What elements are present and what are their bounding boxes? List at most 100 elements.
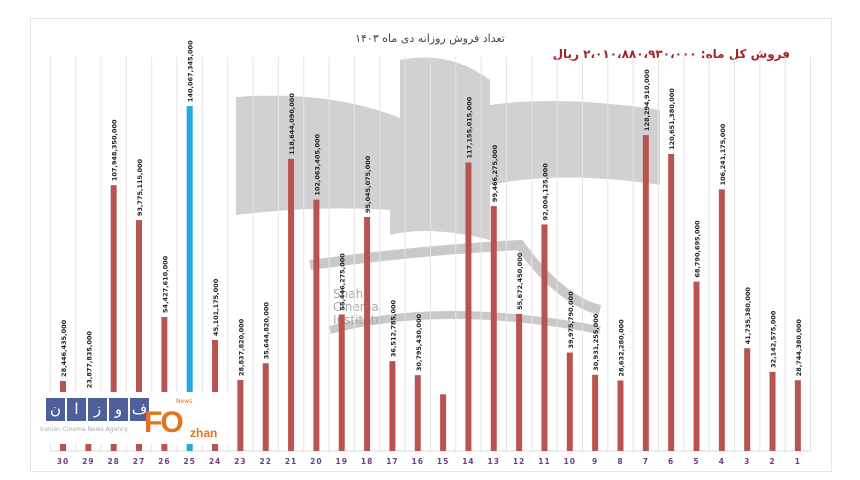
x-tick-label: 8 bbox=[617, 457, 623, 466]
x-tick-label: 14 bbox=[462, 457, 474, 466]
bar-day-25 bbox=[186, 106, 193, 451]
x-tick-label: 23 bbox=[234, 457, 246, 466]
bar-day-11 bbox=[541, 224, 548, 451]
bar-day-2 bbox=[769, 371, 776, 451]
value-label: 93,775,115,000 bbox=[136, 158, 144, 216]
bar-day-26 bbox=[161, 316, 168, 451]
chart-title: تعداد فروش روزانه دی ماه ۱۴۰۳ bbox=[355, 32, 505, 45]
x-tick-label: 7 bbox=[643, 457, 649, 466]
value-label: 55,446,275,000 bbox=[339, 253, 347, 311]
value-label: 28,632,280,000 bbox=[617, 319, 625, 377]
bar-day-1 bbox=[794, 380, 801, 451]
bar-day-9 bbox=[592, 374, 599, 451]
x-tick-label: 22 bbox=[260, 457, 272, 466]
logo-zhan: zhan bbox=[190, 426, 218, 440]
bar-day-21 bbox=[288, 158, 295, 451]
value-label: 107,948,350,000 bbox=[111, 119, 119, 181]
x-tick-label: 11 bbox=[538, 457, 550, 466]
bar-day-15 bbox=[440, 394, 447, 451]
x-tick-label: 4 bbox=[719, 457, 725, 466]
value-label: 28,744,380,000 bbox=[795, 319, 803, 377]
bar-day-19 bbox=[338, 314, 345, 451]
watermark-en-line3: Institute bbox=[333, 313, 383, 327]
x-tick-label: 5 bbox=[693, 457, 699, 466]
x-tick-label: 26 bbox=[158, 457, 170, 466]
bar-day-23 bbox=[237, 379, 244, 451]
value-label: 30,795,430,000 bbox=[415, 314, 423, 372]
value-label: 120,651,380,000 bbox=[668, 88, 676, 150]
x-tick-label: 16 bbox=[412, 457, 424, 466]
value-label: 92,004,125,000 bbox=[541, 163, 549, 221]
chart-subtitle: فروش کل ماه: ۲،۰۱۰،۸۸۰،۹۳۰،۰۰۰ ریال bbox=[553, 47, 790, 62]
logo-letter: ا bbox=[67, 398, 86, 421]
value-label: 54,427,610,000 bbox=[161, 255, 169, 313]
value-label: 140,067,345,000 bbox=[187, 40, 195, 102]
value-label: 55,672,450,000 bbox=[516, 252, 524, 310]
logo-letter: ز bbox=[88, 398, 107, 421]
bar-day-6 bbox=[668, 153, 675, 451]
value-label: 28,837,820,000 bbox=[237, 318, 245, 376]
x-tick-label: 1 bbox=[795, 457, 801, 466]
value-label: 45,101,175,000 bbox=[212, 278, 220, 336]
x-tick-label: 21 bbox=[285, 457, 297, 466]
bar-day-28 bbox=[110, 185, 117, 451]
bar-day-10 bbox=[566, 352, 573, 451]
x-tick-label: 20 bbox=[310, 457, 322, 466]
x-tick-label: 9 bbox=[592, 457, 598, 466]
logo-tagline: Iranian Cinema News Agency bbox=[40, 426, 128, 433]
value-label: 30,931,255,000 bbox=[592, 313, 600, 371]
value-label: 106,241,175,000 bbox=[719, 123, 727, 185]
fozan-logo: ن ا ز و ف Iranian Cinema News Agency New… bbox=[38, 392, 234, 444]
x-tick-label: 2 bbox=[769, 457, 775, 466]
value-label: 95,045,075,000 bbox=[364, 155, 372, 213]
bar-day-16 bbox=[414, 375, 421, 451]
x-tick-label: 6 bbox=[668, 457, 674, 466]
value-label: 99,466,275,000 bbox=[491, 144, 499, 202]
value-label: 128,294,910,000 bbox=[643, 69, 651, 131]
value-label: 35,644,820,000 bbox=[263, 302, 271, 360]
value-label: 117,155,015,000 bbox=[465, 96, 473, 158]
film-strip-watermark bbox=[236, 57, 660, 334]
x-tick-label: 12 bbox=[513, 457, 525, 466]
x-tick-label: 13 bbox=[488, 457, 500, 466]
bar-day-8 bbox=[617, 380, 624, 451]
value-label: 36,512,785,000 bbox=[389, 299, 397, 357]
value-label: 32,142,575,000 bbox=[770, 310, 778, 368]
x-tick-label: 24 bbox=[209, 457, 221, 466]
value-label: 102,063,405,000 bbox=[313, 134, 321, 196]
x-tick-label: 29 bbox=[82, 457, 94, 466]
value-label: 23,877,835,000 bbox=[85, 331, 93, 389]
value-label: 68,790,695,000 bbox=[694, 220, 702, 278]
bar-day-27 bbox=[136, 220, 143, 451]
value-label: 118,644,090,000 bbox=[288, 93, 296, 155]
x-tick-label: 3 bbox=[744, 457, 750, 466]
x-tick-label: 27 bbox=[133, 457, 145, 466]
logo-letter: ن bbox=[46, 398, 65, 421]
x-tick-label: 18 bbox=[361, 457, 373, 466]
x-tick-label: 28 bbox=[107, 457, 119, 466]
x-tick-label: 19 bbox=[336, 457, 348, 466]
logo-fo: FO bbox=[144, 406, 184, 439]
bar-day-7 bbox=[642, 135, 649, 451]
bar-day-20 bbox=[313, 199, 320, 451]
x-tick-label: 17 bbox=[386, 457, 398, 466]
value-label: 28,446,435,000 bbox=[60, 319, 68, 377]
x-tick-label: 10 bbox=[564, 457, 576, 466]
bar-day-17 bbox=[389, 361, 396, 451]
bar-day-14 bbox=[465, 162, 472, 451]
bar-day-22 bbox=[262, 363, 269, 451]
x-tick-label: 30 bbox=[57, 457, 69, 466]
bar-day-18 bbox=[364, 216, 371, 451]
bar-day-3 bbox=[744, 348, 751, 451]
value-label: 41,735,380,000 bbox=[744, 287, 752, 345]
value-label: 39,975,790,000 bbox=[567, 291, 575, 349]
bar-day-4 bbox=[718, 189, 725, 451]
bar-day-12 bbox=[516, 313, 523, 451]
bar-day-5 bbox=[693, 281, 700, 451]
bar-day-13 bbox=[490, 206, 497, 451]
x-tick-label: 15 bbox=[437, 457, 449, 466]
logo-news: News bbox=[176, 398, 193, 405]
x-tick-label: 25 bbox=[183, 457, 195, 466]
logo-letter: ف bbox=[130, 398, 149, 421]
